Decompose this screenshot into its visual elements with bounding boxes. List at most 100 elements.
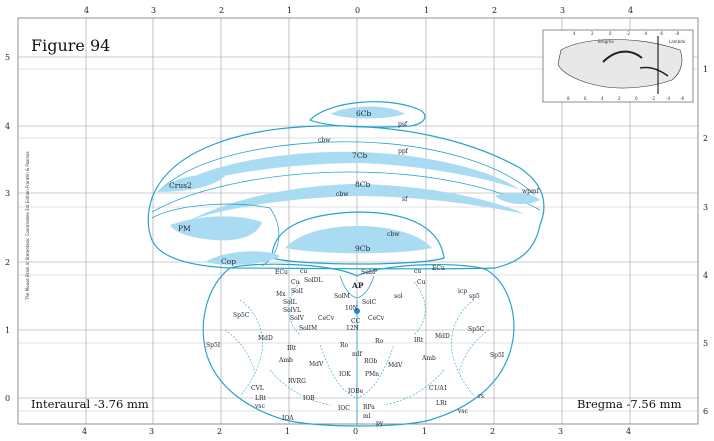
label-sp5i-right: Sp5I [490, 352, 505, 359]
label-irt-right: IRt [414, 337, 424, 344]
inset-top-tick: 0 [609, 31, 612, 36]
label-7cb: 7Cb [352, 151, 368, 160]
left-tick: 5 [5, 53, 10, 62]
label-cc: CC [351, 318, 361, 325]
label-9cb: 9Cb [355, 244, 371, 253]
label-solc: SolC [362, 299, 377, 306]
label-crus2: Crus2 [169, 181, 192, 190]
right-tick: 6 [703, 407, 708, 416]
label-cecv-left: CeCv [318, 315, 335, 322]
inset-bottom-tick: -6 [680, 96, 684, 101]
label-rs: rs [478, 393, 484, 400]
label-cu-right: cu [414, 268, 421, 275]
label-cbw-mid: cbw [336, 191, 349, 198]
top-tick: 1 [424, 6, 429, 15]
inset-bregma-label: Bregma [598, 39, 614, 44]
inset-top-tick: -8 [675, 31, 679, 36]
label-lrt-right: LRt [436, 400, 448, 407]
label-12n: 12N [346, 325, 359, 332]
bottom-axis-ticks: 4 3 2 1 0 1 2 3 4 [82, 427, 631, 436]
label-ml: ml [363, 413, 371, 420]
inset-top-tick: 4 [573, 31, 576, 36]
label-vsc-right: vsc [457, 408, 468, 415]
label-sp5i-left: Sp5I [206, 342, 221, 349]
label-py: py [376, 420, 384, 427]
bottom-tick: 3 [558, 427, 563, 436]
left-tick: 3 [5, 189, 10, 198]
right-tick: 1 [703, 65, 708, 74]
label-iobe: IOBe [348, 388, 364, 395]
label-wpmf: wpmf [522, 188, 540, 195]
label-sol: sol [394, 293, 403, 300]
cerebellum [147, 101, 545, 270]
figure-title: Figure 94 [31, 36, 110, 55]
label-iob: IOB [303, 395, 315, 402]
inset-lambda-label: Lambda [669, 39, 686, 44]
left-tick: 0 [5, 394, 10, 403]
top-tick: 3 [151, 6, 156, 15]
label-mdd-right: MdD [435, 333, 450, 340]
medulla [202, 263, 515, 427]
inset-bottom-tick: 0 [635, 96, 638, 101]
central-canal-marker [354, 308, 360, 314]
label-cu2-right: Cu [417, 279, 426, 286]
top-tick: 1 [287, 6, 292, 15]
label-solim: SolIM [299, 325, 317, 332]
inset-bottom-tick: -2 [651, 96, 655, 101]
bottom-tick: 1 [285, 427, 290, 436]
top-tick: 2 [492, 6, 497, 15]
label-ro-right: Ro [375, 338, 384, 345]
label-cbw-low: cbw [387, 231, 400, 238]
left-tick: 4 [5, 122, 10, 131]
label-8cb: 8Cb [355, 180, 371, 189]
inset-bottom-tick: 6 [584, 96, 587, 101]
interaural-label: Interaural -3.76 mm [31, 397, 149, 411]
label-amb-left: Amb [278, 357, 293, 364]
label-soldl: SolDL [304, 277, 322, 284]
label-10n: 10N [345, 305, 358, 312]
label-cu2-left: Cu [291, 279, 300, 286]
inset-top-tick: 2 [591, 31, 594, 36]
bottom-tick: 4 [82, 427, 87, 436]
bottom-tick: 1 [422, 427, 427, 436]
label-pm: PM [178, 224, 191, 233]
label-lrt-left: LRt [255, 395, 267, 402]
inset-bottom-tick: 8 [567, 96, 570, 101]
label-rob: ROb [364, 358, 377, 365]
label-solv: SolV [290, 315, 305, 322]
label-iok: IOK [339, 371, 351, 378]
label-solm: SolM [334, 293, 350, 300]
label-cecv-right: CeCv [368, 315, 385, 322]
left-tick: 2 [5, 258, 10, 267]
label-mlf: mlf [352, 351, 363, 358]
label-mdv-right: MdV [388, 362, 403, 369]
bottom-tick: 2 [490, 427, 495, 436]
label-icp: icp [458, 288, 467, 295]
inset-bottom-tick: -4 [666, 96, 670, 101]
label-psf: psf [398, 121, 408, 128]
bregma-label: Bregma -7.56 mm [577, 397, 682, 411]
bottom-tick: 0 [353, 427, 358, 436]
label-mdd-left: MdD [258, 335, 273, 342]
label-soll: SolL [283, 299, 297, 306]
label-c1a1: C1/A1 [429, 385, 448, 392]
bottom-tick: 4 [626, 427, 631, 436]
top-tick: 0 [355, 6, 360, 15]
label-sp5c-left: Sp5C [233, 312, 250, 319]
label-ecu-left: ECu [275, 269, 288, 276]
top-tick: 4 [84, 6, 89, 15]
label-ioc: IOC [338, 405, 350, 412]
label-amb-right: Amb [421, 355, 436, 362]
label-solvl: SolVL [283, 307, 301, 314]
region-labels: 6Cb psf cbw 7Cb ppf Crus2 8Cb cbw sf wpm… [169, 109, 540, 427]
label-subp: SubP [361, 269, 377, 276]
label-soli: SolI [291, 288, 304, 295]
inset-top-tick: -2 [626, 31, 630, 36]
label-cop: Cop [221, 257, 236, 266]
label-cu-left: cu [300, 268, 307, 275]
right-axis-ticks: 1 2 3 4 5 6 [703, 65, 708, 416]
label-irt-left: IRt [287, 345, 297, 352]
bottom-tick: 2 [217, 427, 222, 436]
top-tick: 3 [560, 6, 565, 15]
